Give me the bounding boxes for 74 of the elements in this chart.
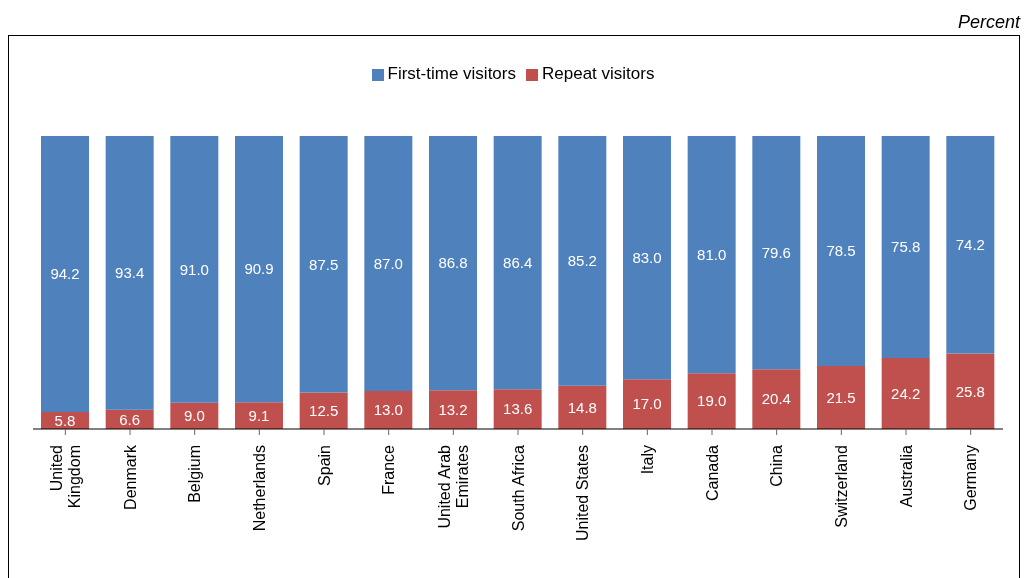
data-label: 85.2 xyxy=(567,252,597,270)
legend-label: Repeat visitors xyxy=(542,64,655,83)
x-tick-label: Canada xyxy=(703,444,721,502)
data-label: 21.5 xyxy=(826,388,856,406)
data-label: 13.6 xyxy=(503,400,533,418)
x-tick-label: United Kingdom xyxy=(48,445,83,509)
x-tick-label: Denmark xyxy=(121,444,139,510)
bar xyxy=(41,136,89,413)
data-label: 86.4 xyxy=(503,253,533,271)
x-tick-label: Italy xyxy=(638,445,656,475)
data-label: 12.5 xyxy=(309,402,339,420)
data-label: 86.8 xyxy=(438,254,468,272)
data-label: 74.2 xyxy=(955,236,985,254)
bar xyxy=(299,136,348,393)
data-label: 17.0 xyxy=(632,395,662,413)
x-tick-label: Spain xyxy=(315,445,333,486)
bar xyxy=(752,369,801,429)
legend-label: First-time visitors xyxy=(387,64,516,83)
bar xyxy=(623,136,671,380)
x-tick-label: Switzerland xyxy=(832,445,850,528)
data-label: 81.0 xyxy=(697,245,727,263)
bar xyxy=(558,136,607,386)
x-tick-label: Australia xyxy=(897,444,915,508)
data-label: 24.2 xyxy=(891,384,921,402)
x-tick-label: United States xyxy=(574,445,592,542)
text: Percent xyxy=(957,12,1020,33)
data-label: 9.1 xyxy=(248,406,270,424)
bar xyxy=(946,136,995,354)
x-tick-label: Germany xyxy=(962,445,980,511)
data-label: 19.0 xyxy=(697,392,727,410)
bar xyxy=(817,136,865,367)
bar xyxy=(299,392,348,429)
data-label: 93.4 xyxy=(115,264,145,282)
x-tick-label: United Arab Emirates xyxy=(436,444,471,529)
bar xyxy=(364,136,413,391)
data-label: 9.0 xyxy=(183,407,205,425)
bar xyxy=(946,353,995,429)
data-label: 83.0 xyxy=(632,248,662,266)
data-label: 87.0 xyxy=(373,254,403,272)
bar xyxy=(687,373,736,429)
bar xyxy=(235,402,283,429)
bar xyxy=(817,366,865,429)
data-label: 87.5 xyxy=(309,255,339,273)
x-tick-label: China xyxy=(768,444,786,487)
bar xyxy=(493,136,542,390)
data-label: 13.0 xyxy=(373,401,403,419)
bar xyxy=(558,385,607,429)
x-tick-label: Belgium xyxy=(186,445,204,503)
data-label: 90.9 xyxy=(244,260,274,278)
data-label: 79.6 xyxy=(761,243,791,261)
data-label: 75.8 xyxy=(891,238,921,256)
data-label: 14.8 xyxy=(567,398,597,416)
data-label: 78.5 xyxy=(826,242,856,260)
data-label: 25.8 xyxy=(955,382,985,400)
bar xyxy=(623,379,671,429)
bar xyxy=(170,136,219,403)
bar xyxy=(881,136,930,359)
data-label: 20.4 xyxy=(761,390,791,408)
data-label: 94.2 xyxy=(50,265,80,283)
data-label: 13.2 xyxy=(438,400,468,418)
bar xyxy=(687,136,736,374)
data-label: 5.8 xyxy=(54,411,76,429)
data-label: 6.6 xyxy=(119,410,141,428)
bar xyxy=(493,389,542,429)
x-tick-label: France xyxy=(380,444,398,495)
x-tick-label: Netherlands xyxy=(250,445,268,532)
bar xyxy=(752,136,801,370)
x-tick-label: South Africa xyxy=(509,444,527,532)
data-label: 91.0 xyxy=(179,260,209,278)
bar xyxy=(429,390,477,429)
bar xyxy=(429,136,477,391)
bar xyxy=(235,136,283,403)
bar xyxy=(105,136,154,410)
bar xyxy=(881,358,930,429)
